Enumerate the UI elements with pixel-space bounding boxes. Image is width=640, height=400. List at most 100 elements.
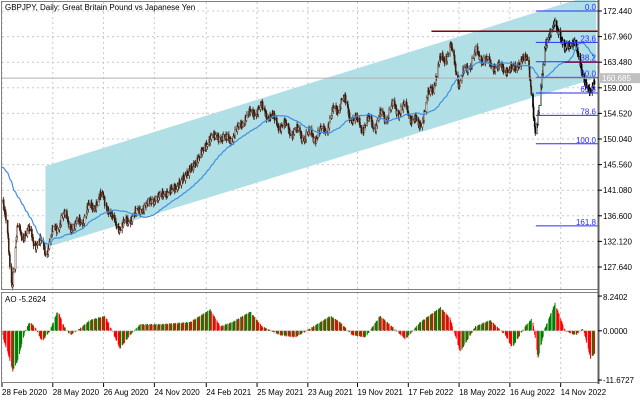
candle-body bbox=[364, 125, 367, 127]
price-tick-label: 163.480 bbox=[603, 58, 632, 67]
price-tick-label: 154.520 bbox=[603, 109, 632, 118]
candle-body bbox=[447, 53, 450, 55]
candle-body bbox=[246, 113, 248, 116]
candle-body bbox=[593, 80, 596, 85]
candle-body bbox=[194, 162, 197, 166]
candle-body bbox=[17, 225, 19, 228]
candle-body bbox=[135, 208, 138, 214]
time-axis[interactable]: 28 Feb 2020 28 May 2020 26 Aug 2020 24 Nov … bbox=[1, 383, 607, 397]
candle-body bbox=[68, 224, 70, 227]
candle-body bbox=[585, 82, 588, 87]
candle-body bbox=[518, 62, 521, 67]
candle-body bbox=[250, 109, 252, 112]
candle-body bbox=[147, 198, 149, 205]
candle-body bbox=[348, 112, 351, 122]
price-axis[interactable]: 172.440 167.960 163.480 159.000 154.520 150.0… bbox=[598, 7, 632, 272]
time-tick-label: 17 Feb 2022 bbox=[408, 388, 453, 397]
candle-body bbox=[92, 204, 94, 211]
fibo-level-label: 61.8 bbox=[580, 85, 596, 94]
candle-body bbox=[281, 125, 284, 127]
candle-body bbox=[376, 120, 379, 127]
candle-body bbox=[36, 244, 39, 246]
candle-body bbox=[325, 130, 327, 133]
candle-body bbox=[24, 233, 27, 237]
time-tick-label: 19 Nov 2021 bbox=[358, 388, 404, 397]
candle-body bbox=[230, 138, 232, 144]
candle-body bbox=[459, 80, 462, 87]
candle-body bbox=[115, 223, 118, 229]
candle-body bbox=[238, 123, 240, 127]
price-tick-label: 127.640 bbox=[603, 263, 632, 272]
candle-body bbox=[175, 185, 177, 190]
ao-tick-label: 8.2402 bbox=[603, 293, 628, 302]
candle-body bbox=[198, 156, 201, 159]
candle-body bbox=[5, 212, 7, 221]
candle-body bbox=[257, 106, 260, 110]
current-price-tag bbox=[599, 73, 640, 84]
candle-body bbox=[541, 74, 543, 86]
candle-body bbox=[301, 137, 304, 142]
candle-body bbox=[289, 134, 292, 136]
candle-body bbox=[32, 240, 35, 247]
candle-body bbox=[550, 29, 552, 36]
candle-body bbox=[340, 99, 343, 101]
candle-body bbox=[14, 247, 17, 270]
price-tick-label: 141.080 bbox=[603, 186, 632, 195]
candle-body bbox=[163, 193, 165, 195]
candle-body bbox=[80, 222, 82, 224]
candle-body bbox=[7, 238, 10, 253]
candle-body bbox=[333, 105, 335, 109]
time-tick-label: 23 Aug 2021 bbox=[308, 388, 353, 397]
time-tick-label: 24 Nov 2020 bbox=[154, 388, 200, 397]
candle-body bbox=[522, 56, 525, 62]
candle-body bbox=[13, 268, 15, 273]
candle-body bbox=[392, 100, 394, 106]
candle-body bbox=[171, 186, 173, 191]
candle-body bbox=[155, 196, 157, 202]
candle-body bbox=[431, 87, 434, 94]
candle-body bbox=[581, 70, 584, 76]
candle-body bbox=[372, 127, 375, 130]
chart-title: GBPJPY, Daily: Great Britain Pound vs Ja… bbox=[5, 3, 195, 12]
candle-body bbox=[589, 89, 592, 93]
ao-tick-label: 0.0000 bbox=[603, 327, 628, 336]
ao-label: AO -5.2624 bbox=[5, 295, 46, 304]
candle-body bbox=[494, 66, 497, 68]
candle-body bbox=[178, 180, 181, 186]
fibo-level-label: 161.8 bbox=[576, 218, 597, 227]
candle-body bbox=[64, 210, 67, 216]
candle-body bbox=[56, 227, 59, 233]
candle-body bbox=[293, 129, 296, 135]
candle-body bbox=[96, 202, 98, 206]
price-tick-label: 150.040 bbox=[603, 135, 632, 144]
fibo-level-label: 23.6 bbox=[580, 34, 596, 43]
candle-body bbox=[48, 241, 51, 250]
candle-body bbox=[412, 117, 414, 120]
price-tick-label: 159.000 bbox=[603, 84, 632, 93]
candle-body bbox=[119, 229, 122, 231]
candle-body bbox=[404, 101, 406, 105]
current-price-label: 160.685 bbox=[602, 74, 631, 83]
candle-body bbox=[277, 125, 280, 131]
candle-body bbox=[222, 134, 225, 141]
candle-body bbox=[538, 105, 541, 113]
candle-body bbox=[570, 42, 572, 47]
candles bbox=[1, 17, 596, 291]
fibo-level-label: 50.0 bbox=[580, 69, 596, 78]
candle-body bbox=[139, 208, 142, 215]
candle-body bbox=[226, 134, 228, 140]
ao-axis: 8.2402 0.0000 -11.6727 bbox=[598, 293, 635, 385]
candle-body bbox=[415, 115, 418, 120]
candle-body bbox=[159, 192, 161, 196]
candle-body bbox=[475, 46, 477, 53]
price-tick-label: 132.120 bbox=[603, 237, 632, 246]
candle-body bbox=[454, 63, 457, 73]
fibonacci-retracement[interactable]: 0.0 23.6 38.2 50.0 61.8 78.6 100.0 161.8 bbox=[535, 3, 598, 227]
candle-body bbox=[435, 76, 438, 78]
candle-body bbox=[99, 191, 102, 198]
candle-body bbox=[423, 111, 425, 121]
candle-body bbox=[210, 135, 213, 140]
candle-body bbox=[234, 129, 236, 136]
grid bbox=[1, 2, 598, 382]
